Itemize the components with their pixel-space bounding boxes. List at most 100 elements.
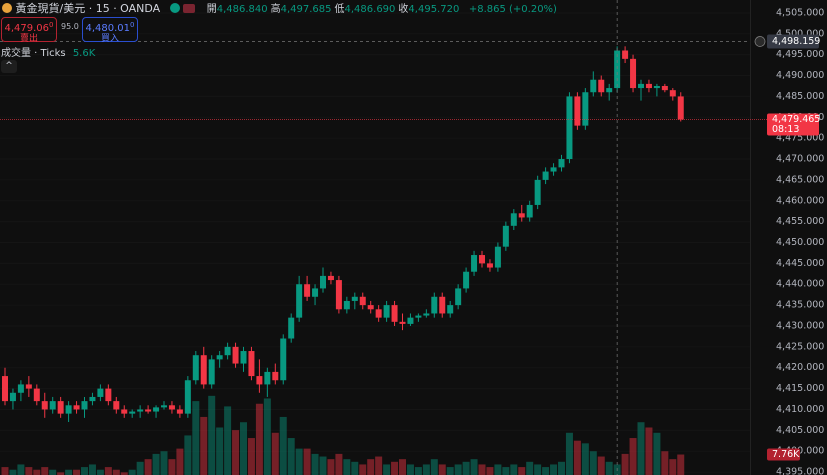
candle-body: [121, 409, 128, 414]
sell-sup: 0: [49, 21, 54, 29]
candle-body: [375, 309, 382, 318]
candle-body: [176, 409, 183, 414]
candle: [383, 300, 390, 322]
ohlc-label: 開: [206, 4, 217, 15]
candle: [439, 292, 446, 318]
sell-label: 賣出: [19, 34, 38, 44]
y-tick-label: 4,440.000: [776, 279, 824, 290]
candle-body: [638, 83, 644, 89]
candle: [2, 367, 8, 406]
y-tick-label: 4,450.000: [776, 237, 824, 248]
candle-body: [598, 79, 605, 93]
candle-body: [391, 305, 398, 322]
candle: [447, 300, 454, 318]
candle: [335, 275, 342, 314]
candle: [590, 71, 597, 97]
candle-body: [224, 346, 231, 356]
candle-body: [550, 167, 557, 172]
candle: [296, 275, 303, 322]
volume-bar: [621, 453, 629, 475]
volume-bar: [271, 432, 279, 475]
candle-body: [582, 92, 589, 126]
y-tick-label: 4,400.000: [776, 446, 824, 457]
candle: [105, 384, 112, 406]
candle: [431, 292, 438, 318]
candle: [526, 200, 533, 222]
crosshair-tag: [767, 34, 819, 49]
candle: [606, 83, 613, 101]
volume-bar: [311, 453, 319, 475]
volume-bar: [391, 461, 399, 475]
candle-body: [81, 401, 88, 410]
candle-body: [2, 376, 8, 402]
candle-body: [327, 275, 334, 281]
y-tick-label: 4,505.000: [776, 7, 824, 18]
buy-label: 買入: [100, 34, 119, 44]
volume-bar: [287, 438, 295, 475]
volume-bar: [200, 416, 208, 475]
candle: [574, 92, 581, 130]
candle: [463, 267, 470, 293]
volume-bar: [565, 432, 573, 475]
candle: [153, 405, 160, 418]
candle-body: [359, 296, 366, 306]
candle-body: [558, 159, 565, 168]
last-price-label: 4,479.465: [772, 114, 820, 125]
volume-bar: [375, 456, 383, 475]
volume-bar: [216, 427, 224, 475]
candle: [264, 367, 271, 397]
candle-body: [25, 384, 32, 389]
countdown: 08:13: [772, 124, 799, 135]
y-tick-label: 4,445.000: [776, 258, 824, 269]
candle-body: [105, 388, 112, 402]
volume-bar: [41, 467, 49, 475]
crosshair-plus: [754, 36, 766, 47]
volume-bar: [255, 403, 263, 475]
ohlc-label: 低: [334, 4, 345, 15]
candle: [375, 305, 382, 322]
candle: [248, 346, 255, 381]
candle: [510, 209, 517, 230]
candle-body: [653, 85, 660, 89]
candle: [288, 313, 295, 343]
candle: [256, 359, 263, 393]
volume-bar: [247, 438, 255, 475]
sell-button[interactable]: 4,479.060 賣出: [1, 17, 57, 44]
crosshair-label: 4,498.159: [772, 36, 820, 47]
volume-bar: [645, 427, 653, 475]
buy-button[interactable]: 4,480.010 買入: [82, 17, 138, 44]
volume-bar: [383, 464, 391, 475]
candle: [320, 267, 326, 293]
volume-bar: [136, 461, 144, 475]
candle: [486, 259, 493, 272]
volume-bar: [462, 461, 470, 475]
candle: [9, 388, 16, 410]
status-dot: [169, 3, 180, 13]
candle-body: [153, 407, 160, 412]
candle-body: [161, 405, 167, 408]
volume-bar: [208, 395, 216, 475]
candle-body: [590, 79, 597, 93]
candle: [145, 405, 152, 414]
y-tick-label: 4,470.000: [776, 154, 824, 165]
candle: [645, 79, 652, 93]
candle-body: [129, 411, 136, 414]
volume-bar: [510, 464, 518, 475]
collapse-button[interactable]: ^: [1, 60, 17, 73]
volume-title: 成交量 · Ticks: [1, 48, 66, 59]
candle-body: [288, 317, 295, 339]
volume-bar: [176, 448, 184, 475]
ohlc-value: 4,497.685: [280, 4, 332, 15]
ohlc-value: 4,495.720: [408, 4, 460, 15]
volume-bar: [9, 469, 17, 475]
candle-body: [614, 50, 621, 89]
volume-bar: [224, 406, 232, 475]
y-tick-label: 4,460.000: [776, 195, 824, 206]
volume-bar: [589, 451, 597, 475]
candle: [200, 346, 207, 389]
volume-bar: [550, 464, 558, 475]
y-tick-label: 4,415.000: [776, 383, 824, 394]
symbol[interactable]: 黃金現貨/美元 · 15 · OANDA: [15, 2, 161, 15]
candle-body: [33, 388, 40, 402]
y-tick-label: 4,490.000: [776, 70, 824, 81]
